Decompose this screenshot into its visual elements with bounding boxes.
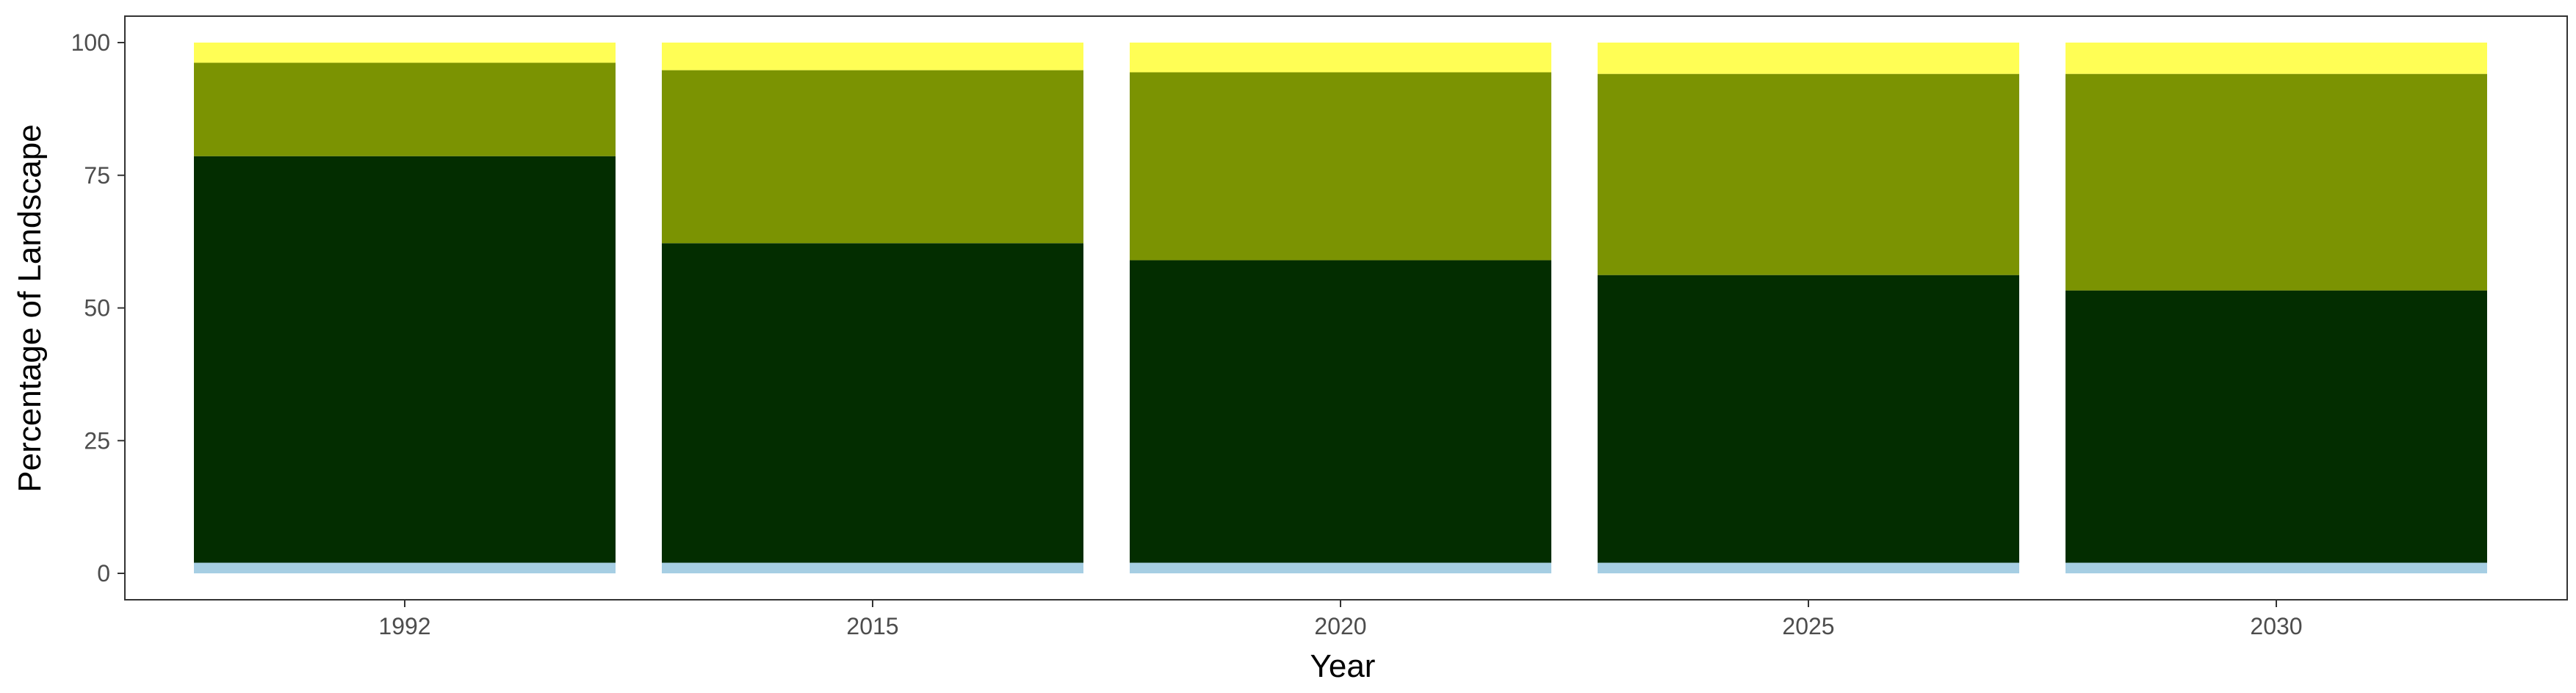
bar-segment-2030-layer-1 — [2066, 562, 2487, 573]
x-axis: 1992 2015 2020 2025 2030 — [378, 600, 2303, 639]
x-tick-label: 2030 — [2250, 613, 2302, 639]
y-axis: 0 25 50 75 100 — [71, 29, 125, 587]
x-tick-label: 2025 — [1782, 613, 1834, 639]
x-tick-label: 1992 — [378, 613, 430, 639]
x-axis-title: Year — [1310, 648, 1376, 684]
bar-segment-1992-layer-3 — [194, 62, 616, 156]
bar-segment-2015-layer-4 — [662, 43, 1083, 70]
bar-segment-1992-layer-1 — [194, 562, 616, 573]
bar-segment-2025-layer-3 — [1598, 73, 2019, 275]
y-axis-title: Percentage of Landscape — [12, 124, 48, 493]
x-tick-label: 2015 — [846, 613, 898, 639]
bar-segment-2015-layer-2 — [662, 243, 1083, 563]
bar-segment-2015-layer-1 — [662, 562, 1083, 573]
bar-segment-2020-layer-1 — [1130, 562, 1551, 573]
bar-segment-2020-layer-3 — [1130, 72, 1551, 261]
bar-segment-1992-layer-4 — [194, 43, 616, 63]
bar-segment-1992-layer-2 — [194, 156, 616, 563]
x-tick-label: 2020 — [1314, 613, 1366, 639]
bar-segment-2025-layer-4 — [1598, 43, 2019, 74]
y-tick-label: 100 — [71, 29, 110, 56]
y-tick-label: 75 — [84, 162, 110, 189]
bar-segment-2030-layer-2 — [2066, 290, 2487, 563]
bars-layer — [194, 43, 2487, 573]
bar-segment-2025-layer-2 — [1598, 275, 2019, 563]
y-tick-label: 0 — [97, 560, 110, 587]
bar-segment-2020-layer-2 — [1130, 260, 1551, 563]
bar-segment-2015-layer-3 — [662, 70, 1083, 244]
bar-segment-2030-layer-4 — [2066, 43, 2487, 74]
y-tick-label: 50 — [84, 295, 110, 322]
bar-segment-2030-layer-3 — [2066, 73, 2487, 291]
y-tick-label: 25 — [84, 427, 110, 454]
bar-segment-2025-layer-1 — [1598, 562, 2019, 573]
bar-segment-2020-layer-4 — [1130, 43, 1551, 73]
